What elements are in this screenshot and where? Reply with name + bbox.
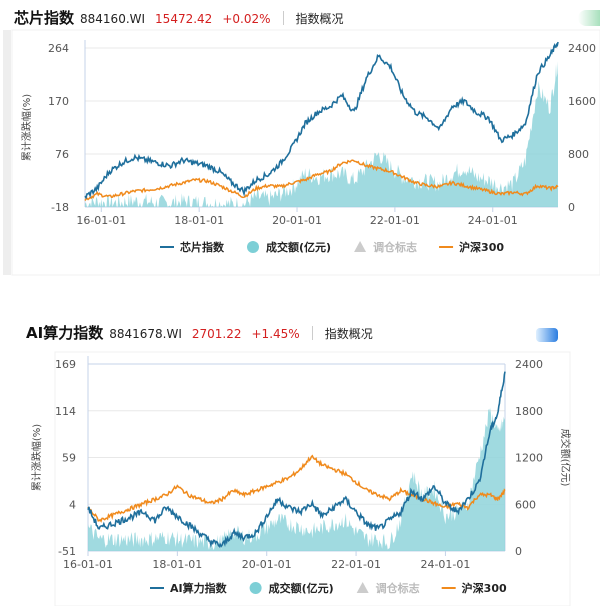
y2-tick-label: 1800: [515, 405, 543, 418]
x-tick-label: 22-01-01: [370, 214, 420, 227]
legend-label: AI算力指数: [170, 581, 228, 595]
legend-label: 成交额(亿元): [266, 240, 331, 254]
legend-label: 调仓标志: [376, 581, 420, 595]
y-axis-title: 累计涨跌幅(%): [20, 94, 33, 161]
index-price: 2701.22: [191, 327, 242, 341]
x-tick-label: 18-01-01: [174, 214, 224, 227]
legend-label: 成交额(亿元): [269, 581, 334, 595]
y2-tick-label: 1200: [515, 452, 543, 465]
legend-item[interactable]: 调仓标志: [356, 581, 420, 595]
hs300-line: [87, 454, 506, 523]
legend-triangle-icon: [356, 582, 369, 593]
overview-link[interactable]: 指数概况: [295, 12, 344, 26]
legend-triangle-icon: [354, 241, 367, 252]
x-tick-label: 16-01-01: [63, 558, 113, 571]
corner-blue-icon: [536, 328, 558, 342]
legend-circle-icon: [247, 241, 259, 253]
overview-link[interactable]: 指数概况: [324, 327, 373, 341]
legend-item[interactable]: 沪深300: [441, 581, 507, 595]
index-code: 8841678.WI: [109, 327, 182, 341]
index-line: [87, 371, 506, 548]
y-tick-label: -18: [51, 201, 69, 214]
index-change: +0.02%: [222, 12, 271, 26]
legend-label: 调仓标志: [373, 240, 417, 254]
y2-tick-label: 1600: [568, 95, 596, 108]
legend-item[interactable]: 成交额(亿元): [247, 240, 331, 254]
y-tick-label: 59: [62, 452, 76, 465]
y-tick-label: 76: [55, 148, 69, 161]
legend-label: 芯片指数: [180, 240, 225, 254]
hs300-line: [84, 159, 559, 201]
y-tick-label: -51: [58, 545, 76, 558]
legend-label: 沪深300: [459, 240, 504, 254]
index-price: 15472.42: [155, 12, 213, 26]
index-code: 884160.WI: [80, 12, 146, 26]
x-tick-label: 24-01-01: [468, 214, 518, 227]
y2-tick-label: 2400: [568, 42, 596, 55]
index-change: +1.45%: [251, 327, 300, 341]
x-tick-label: 22-01-01: [331, 558, 381, 571]
x-tick-label: 24-01-01: [420, 558, 470, 571]
x-tick-label: 16-01-01: [76, 214, 126, 227]
x-tick-label: 18-01-01: [152, 558, 202, 571]
y-tick-label: 4: [69, 498, 76, 511]
y-tick-label: 114: [55, 405, 76, 418]
divider: [311, 325, 313, 340]
y-tick-label: 170: [48, 95, 69, 108]
y2-tick-label: 600: [515, 498, 536, 511]
legend-label: 沪深300: [462, 581, 507, 595]
chip-index-chart: 264 170 76 -18 2400 1600 800 0 16-01-01 18-01-01 2…: [11, 29, 600, 276]
divider: [282, 10, 284, 25]
volume-area: [88, 407, 505, 551]
x-tick-label: 20-01-01: [242, 558, 292, 571]
y2-axis-title: 成交额(亿元): [559, 429, 572, 487]
y-axis-title: 累计涨跌幅(%): [30, 424, 43, 491]
y-tick-label: 264: [48, 42, 69, 55]
legend-item[interactable]: 成交额(亿元): [249, 581, 334, 595]
chart-panel: [11, 29, 600, 276]
chart-header-ai: AI算力指数 8841678.WI 2701.22 +1.45% 指数概况: [26, 322, 373, 343]
index-name: AI算力指数: [26, 324, 104, 342]
legend-item[interactable]: AI算力指数: [150, 581, 228, 595]
index-line: [84, 41, 559, 200]
corner-logo-icon: [578, 10, 600, 26]
y2-tick-label: 0: [568, 201, 575, 214]
y2-tick-label: 800: [568, 148, 589, 161]
y2-tick-label: 2400: [515, 358, 543, 371]
x-tick-label: 20-01-01: [272, 214, 322, 227]
y2-tick-label: 0: [515, 545, 522, 558]
legend-item[interactable]: 沪深300: [439, 240, 504, 254]
legend-circle-icon: [249, 582, 262, 594]
y-tick-label: 169: [55, 358, 76, 371]
chart-header-chip: 芯片指数 884160.WI 15472.42 +0.02% 指数概况: [14, 7, 344, 28]
legend-item[interactable]: 芯片指数: [160, 240, 225, 254]
legend-item[interactable]: 调仓标志: [354, 240, 417, 254]
index-name: 芯片指数: [14, 9, 75, 27]
left-scroll-edge: [3, 30, 11, 275]
